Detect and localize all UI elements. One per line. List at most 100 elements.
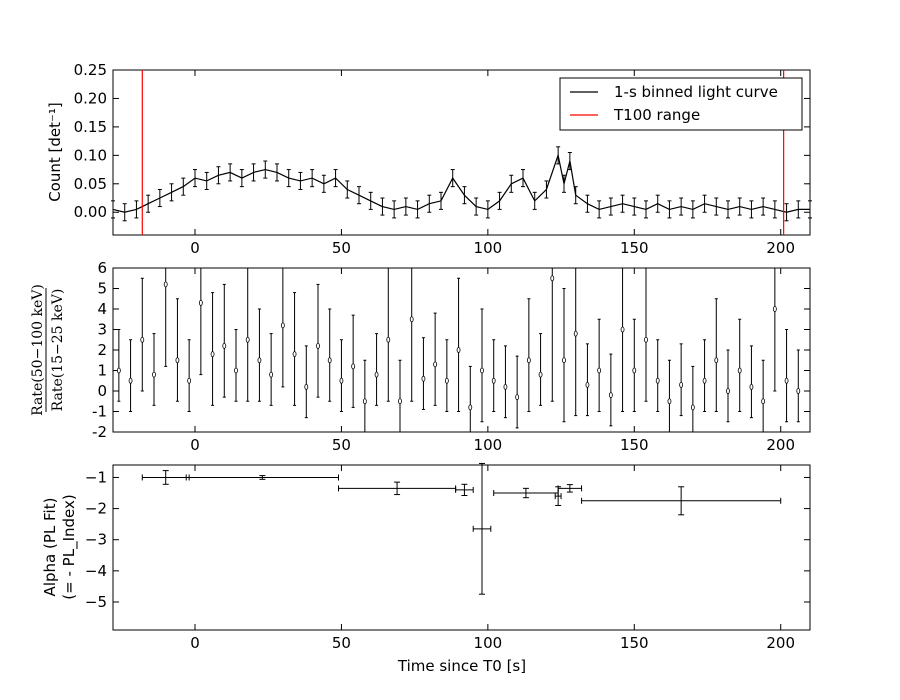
spectral-index-panel: 0 50 100 150 200 −5 −4 −3 −2 −1 Alpha (PL Fit) (=…	[41, 462, 811, 652]
x-tick-label: 0	[190, 239, 200, 257]
hardness-ratio-frame	[112, 267, 811, 433]
y-tick-label: 6	[97, 259, 107, 277]
hardness-ratio-panel: 0 50 100 150 200 -2 -1 0 1 2 3 4 5 6 Rate(50−100 keV)…	[30, 259, 811, 454]
x-tick-label: 150	[620, 634, 649, 652]
y-tick-label: −4	[85, 562, 107, 580]
hardness-point	[714, 357, 719, 364]
hardness-point	[116, 367, 121, 374]
hardness-point	[644, 336, 648, 343]
hardness-point	[573, 330, 578, 337]
spectral-index-ylabel-line2: (= - PL_Index)	[60, 494, 79, 599]
light-curve-ylabel: Count [det⁻¹]	[46, 102, 64, 202]
hardness-point	[726, 388, 730, 394]
y-tick-label: 3	[97, 321, 107, 339]
hardness-point	[550, 275, 555, 282]
x-tick-label: 150	[620, 436, 649, 454]
hardness-point	[409, 316, 414, 323]
x-tick-label: 100	[474, 634, 503, 652]
x-tick-label: 50	[332, 634, 351, 652]
hardness-point	[690, 404, 695, 411]
hardness-point	[398, 398, 402, 405]
x-tick-label: 50	[332, 436, 351, 454]
x-tick-label: 100	[474, 239, 503, 257]
hardness-point	[269, 371, 274, 378]
hardness-point	[784, 377, 789, 384]
hardness-point	[526, 357, 531, 364]
hardness-point	[304, 383, 309, 390]
hardness-point	[433, 361, 438, 368]
hardness-point	[480, 367, 484, 374]
hardness-point	[515, 394, 520, 401]
hardness-point	[292, 351, 297, 358]
hardness-point	[327, 357, 332, 364]
hardness-point	[608, 392, 613, 399]
x-tick-label: 200	[766, 634, 795, 652]
y-tick-label: 5	[97, 280, 107, 298]
x-tick-label: 0	[190, 436, 200, 454]
hardness-point	[175, 357, 180, 364]
y-tick-label: 0.20	[74, 89, 107, 107]
x-tick-label: 0	[190, 634, 200, 652]
y-tick-label: −1	[85, 468, 107, 486]
hardness-ratio-ylabel: Rate(50−100 keV) Rate(15−25 keV)	[30, 284, 66, 416]
hardness-point	[456, 347, 461, 353]
y-tick-label: 0.25	[74, 61, 107, 79]
x-tick-label: 50	[332, 239, 351, 257]
y-tick-label: 2	[97, 341, 107, 359]
hardness-point	[257, 357, 262, 364]
hardness-point	[152, 371, 156, 378]
hardness-point	[386, 336, 391, 343]
hardness-point	[702, 377, 707, 384]
y-tick-label: -2	[92, 423, 107, 441]
y-tick-label: −5	[85, 593, 107, 611]
hardness-point	[245, 336, 250, 343]
hardness-point	[761, 398, 766, 405]
y-tick-label: 0	[97, 382, 107, 400]
hardness-point	[632, 367, 637, 374]
hardness-ratio-ylabel-num: Rate(50−100 keV)	[30, 284, 46, 416]
y-tick-label: 0.00	[74, 203, 107, 221]
hardness-point	[468, 404, 473, 411]
y-tick-label: −3	[85, 531, 107, 549]
y-tick-label: 0.10	[74, 146, 107, 164]
hardness-point	[339, 377, 344, 384]
hardness-point	[679, 381, 684, 388]
y-tick-label: -1	[92, 403, 107, 421]
hardness-point	[198, 299, 203, 306]
hardness-point	[222, 342, 227, 349]
y-tick-label: 1	[97, 362, 107, 380]
hardness-point	[749, 383, 754, 390]
hardness-point	[538, 371, 543, 378]
light-curve-frame	[112, 69, 811, 236]
hardness-point	[503, 383, 508, 390]
spectral-index-frame	[112, 464, 811, 631]
spectral-index-ylabel-line1: Alpha (PL Fit)	[41, 498, 59, 597]
hardness-point	[362, 398, 367, 405]
y-tick-label: 0.15	[74, 118, 107, 136]
hardness-point	[585, 381, 590, 388]
hardness-point	[620, 326, 625, 333]
legend-label-t100: T100 range	[613, 106, 700, 124]
legend-label-lightcurve: 1-s binned light curve	[614, 83, 778, 101]
hardness-point	[562, 357, 566, 364]
hardness-point	[128, 377, 133, 384]
hardness-point	[280, 322, 285, 329]
x-tick-label: 200	[766, 239, 795, 257]
hardness-point	[737, 367, 742, 374]
hardness-ratio-ylabel-den: Rate(15−25 keV)	[50, 289, 66, 412]
hardness-point	[421, 375, 426, 382]
hardness-point	[140, 336, 145, 343]
hardness-point	[351, 363, 356, 370]
hardness-point	[234, 367, 238, 374]
light-curve-panel: 0 50 100 150 200 0.00 0.05 0.10 0.15 0.20 0.25 Cou…	[46, 61, 812, 257]
x-tick-label: 150	[620, 239, 649, 257]
y-tick-label: −2	[85, 500, 107, 518]
hardness-point	[667, 398, 672, 405]
hardness-point	[655, 377, 660, 384]
y-tick-label: 0.05	[74, 175, 107, 193]
hardness-point	[597, 367, 602, 374]
hardness-point	[444, 377, 449, 384]
hardness-point	[796, 388, 801, 394]
y-tick-label: 4	[97, 300, 107, 318]
